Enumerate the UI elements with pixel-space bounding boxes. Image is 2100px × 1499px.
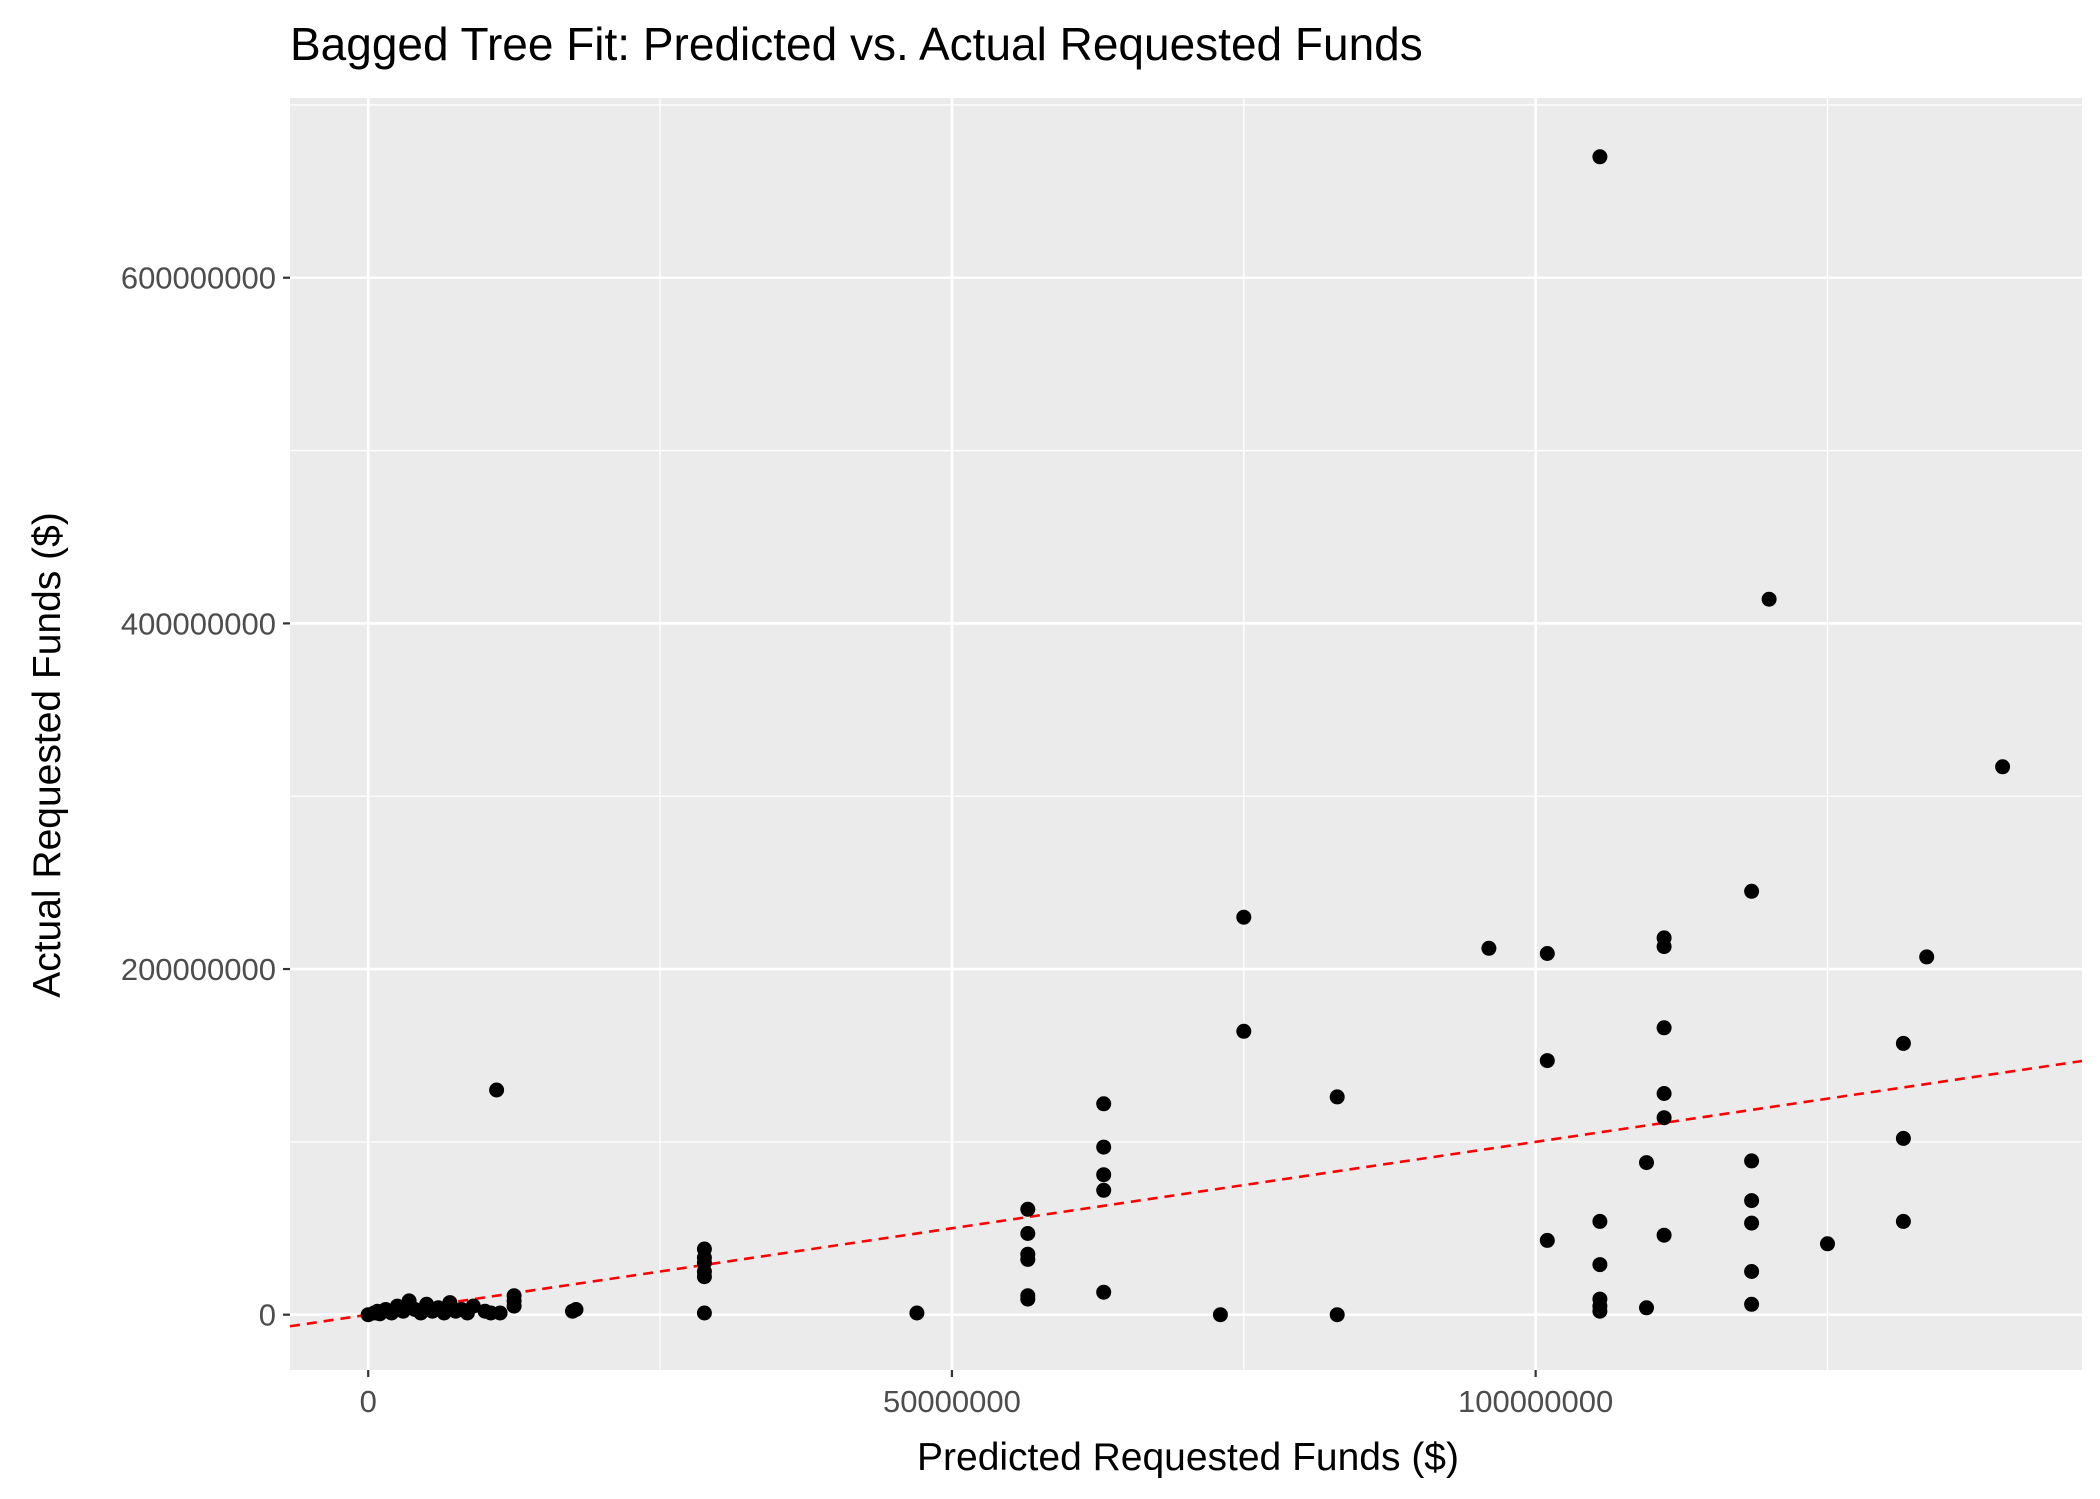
data-point — [1656, 1086, 1672, 1101]
plot-panel — [290, 98, 2082, 1370]
major-gridlines — [290, 98, 2082, 1370]
data-points — [360, 149, 2011, 1323]
y-tick-label: 400000000 — [121, 606, 276, 641]
data-point — [1592, 149, 1608, 165]
data-point — [1236, 909, 1252, 925]
data-point — [1020, 1201, 1036, 1217]
x-tick-label: 0 — [360, 1384, 377, 1419]
reference-line-group — [289, 1059, 2083, 1328]
data-point — [568, 1302, 584, 1317]
data-point — [1329, 1307, 1345, 1323]
data-point — [492, 1305, 508, 1321]
minor-gridlines — [290, 98, 2082, 1370]
data-point — [1744, 883, 1760, 899]
data-point — [1820, 1236, 1835, 1252]
data-point — [1744, 1296, 1760, 1312]
data-point — [1895, 1130, 1911, 1146]
data-point — [1639, 1300, 1654, 1316]
data-point — [506, 1288, 522, 1304]
data-point — [1329, 1089, 1345, 1105]
data-point — [1895, 1035, 1911, 1051]
data-point — [1744, 1215, 1760, 1231]
x-axis-ticks: 0 50000000 100000000 — [360, 1370, 1613, 1419]
data-point — [1481, 940, 1497, 956]
data-point — [1539, 1053, 1555, 1069]
data-point — [1592, 1257, 1608, 1273]
x-tick-label: 50000000 — [883, 1384, 1021, 1419]
data-point — [1020, 1246, 1036, 1262]
data-point — [1096, 1096, 1112, 1112]
data-point — [1539, 1232, 1555, 1248]
data-point — [1656, 930, 1672, 946]
y-tick-label: 200000000 — [121, 952, 276, 987]
data-point — [1212, 1307, 1228, 1323]
data-point — [1639, 1155, 1654, 1171]
y-axis-ticks: 0 200000000 400000000 600000000 — [121, 261, 290, 1333]
data-point — [1895, 1213, 1911, 1229]
x-axis-title: Predicted Requested Funds ($) — [917, 1436, 1459, 1479]
data-point — [1096, 1167, 1112, 1183]
reference-line — [289, 1059, 2083, 1328]
data-point — [909, 1305, 925, 1321]
data-point — [696, 1305, 712, 1321]
data-point — [696, 1241, 712, 1257]
chart-title: Bagged Tree Fit: Predicted vs. Actual Re… — [290, 18, 1423, 70]
data-point — [1656, 1020, 1672, 1036]
data-point — [1744, 1193, 1760, 1209]
data-point — [1020, 1288, 1036, 1304]
y-tick-label: 0 — [259, 1298, 276, 1333]
data-point — [1919, 949, 1935, 965]
data-point — [1096, 1139, 1112, 1155]
data-point — [1656, 1110, 1672, 1126]
data-point — [1096, 1284, 1112, 1300]
data-point — [489, 1082, 505, 1098]
data-point — [1592, 1213, 1608, 1229]
data-point — [1020, 1226, 1036, 1241]
x-tick-label: 100000000 — [1458, 1384, 1613, 1419]
data-point — [1236, 1023, 1252, 1039]
data-point — [1592, 1291, 1608, 1307]
data-point — [1744, 1153, 1760, 1169]
data-point — [1995, 759, 2011, 775]
data-point — [465, 1298, 481, 1314]
y-tick-label: 600000000 — [121, 261, 276, 296]
data-point — [1744, 1264, 1760, 1279]
data-point — [1539, 946, 1555, 961]
data-point — [1656, 1227, 1672, 1243]
data-point — [1761, 591, 1777, 607]
y-axis-title: Actual Requested Funds ($) — [26, 512, 69, 998]
data-point — [1096, 1182, 1112, 1198]
